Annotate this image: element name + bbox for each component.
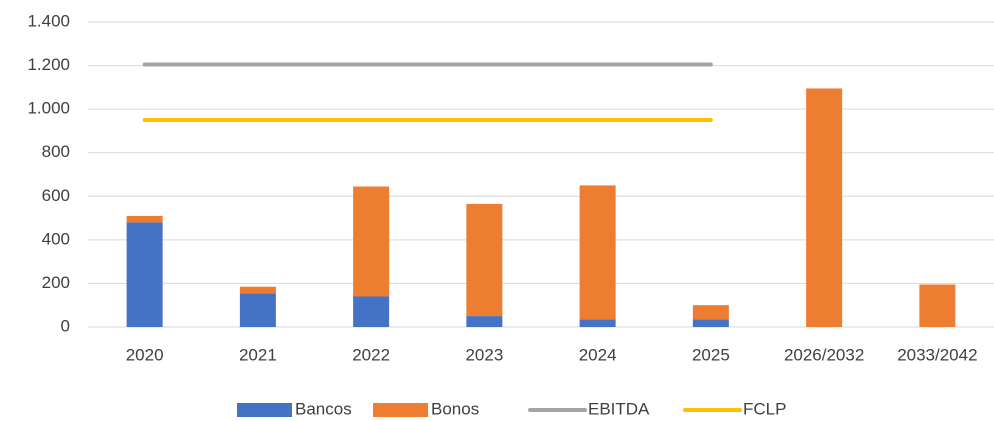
bar (692, 319, 729, 327)
y-tick-label: 600 (42, 186, 70, 205)
x-tick-label: 2025 (692, 345, 730, 364)
bar (466, 316, 503, 327)
bar (353, 186, 390, 297)
x-tick-label: 2033/2042 (897, 345, 977, 364)
x-tick-label: 2022 (352, 345, 390, 364)
y-tick-label: 400 (42, 229, 70, 248)
y-tick-label: 200 (42, 273, 70, 292)
x-tick-label: 2024 (579, 345, 617, 364)
legend-swatch (237, 403, 292, 417)
bar (919, 284, 956, 327)
bar (692, 305, 729, 320)
bar (126, 222, 163, 327)
bar (239, 293, 276, 327)
bar (126, 215, 163, 223)
x-tick-label: 2023 (465, 345, 503, 364)
y-tick-label: 1.000 (27, 99, 70, 118)
bar (353, 296, 390, 327)
y-tick-label: 800 (42, 142, 70, 161)
y-tick-label: 0 (61, 316, 70, 335)
y-tick-label: 1.200 (27, 55, 70, 74)
legend-label: Bonos (431, 399, 479, 418)
x-tick-label: 2026/2032 (784, 345, 864, 364)
bar (806, 88, 843, 327)
bar (239, 286, 276, 294)
bar (579, 185, 616, 320)
legend-swatch (373, 403, 428, 417)
y-tick-label: 1.400 (27, 11, 70, 30)
x-tick-label: 2021 (239, 345, 277, 364)
legend-label: EBITDA (588, 399, 650, 418)
legend-label: Bancos (295, 399, 352, 418)
bar (466, 203, 503, 317)
x-tick-label: 2020 (126, 345, 164, 364)
bar (579, 319, 616, 327)
legend-label: FCLP (743, 399, 786, 418)
